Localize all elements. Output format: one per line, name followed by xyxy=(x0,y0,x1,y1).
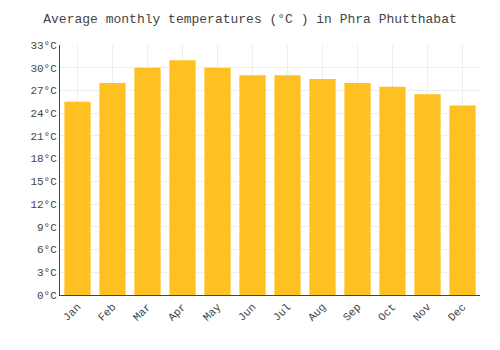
svg-text:Dec: Dec xyxy=(446,301,468,323)
svg-text:12°C: 12°C xyxy=(30,199,57,211)
svg-text:Feb: Feb xyxy=(96,301,118,323)
svg-text:15°C: 15°C xyxy=(30,176,57,188)
svg-text:18°C: 18°C xyxy=(30,153,57,165)
svg-text:27°C: 27°C xyxy=(30,85,57,97)
svg-text:Jan: Jan xyxy=(61,301,83,323)
svg-text:3°C: 3°C xyxy=(37,267,57,279)
svg-text:Jun: Jun xyxy=(236,301,258,323)
svg-text:9°C: 9°C xyxy=(37,222,57,234)
svg-text:Nov: Nov xyxy=(411,301,434,324)
svg-text:21°C: 21°C xyxy=(30,131,57,143)
svg-text:Sep: Sep xyxy=(341,301,363,323)
svg-text:Aug: Aug xyxy=(306,301,328,323)
svg-text:33°C: 33°C xyxy=(30,40,57,52)
svg-text:Jul: Jul xyxy=(271,301,293,323)
svg-text:30°C: 30°C xyxy=(30,63,57,75)
svg-text:6°C: 6°C xyxy=(37,244,57,256)
svg-text:May: May xyxy=(201,301,224,324)
svg-text:Oct: Oct xyxy=(376,301,398,323)
svg-text:Apr: Apr xyxy=(166,301,188,323)
svg-text:0°C: 0°C xyxy=(37,290,57,302)
svg-text:Average monthly temperatures (: Average monthly temperatures (°C ) in Ph… xyxy=(43,12,456,27)
svg-text:24°C: 24°C xyxy=(30,108,57,120)
svg-text:Mar: Mar xyxy=(131,301,153,323)
